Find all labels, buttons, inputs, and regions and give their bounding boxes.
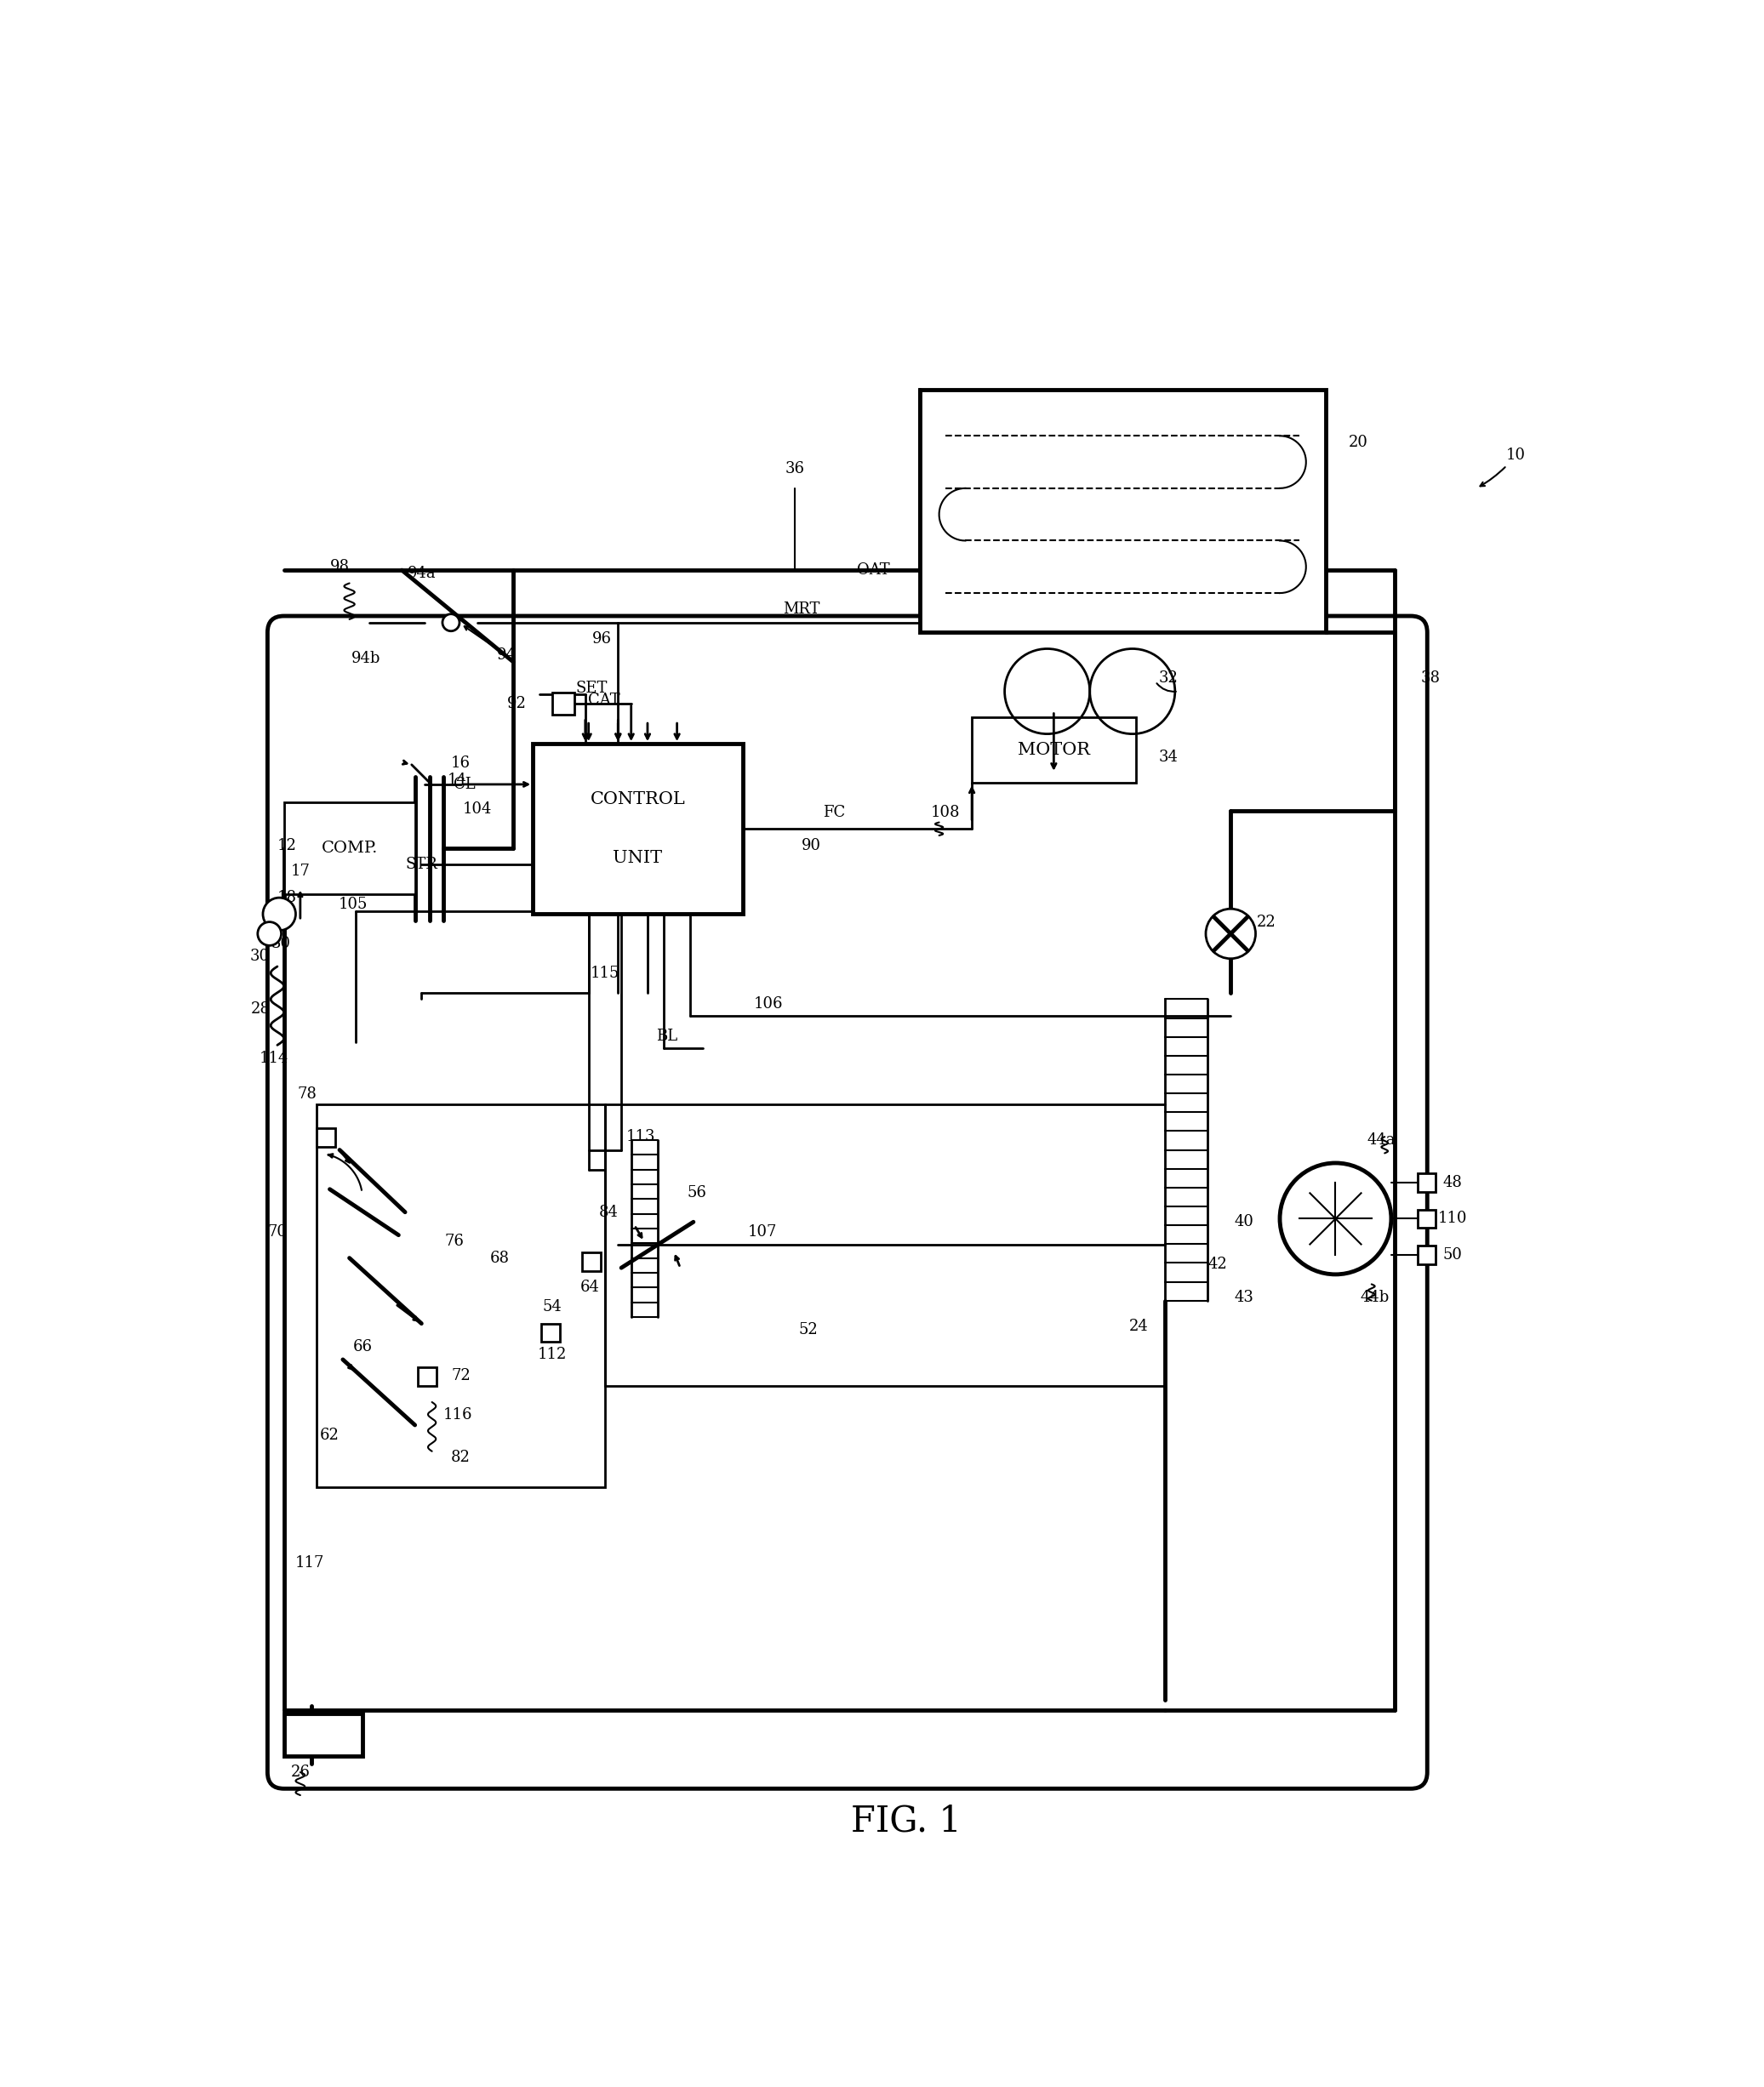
Text: 54: 54: [543, 1300, 563, 1315]
Text: 22: 22: [1258, 914, 1277, 929]
Text: CL: CL: [453, 776, 475, 791]
Circle shape: [1207, 908, 1256, 958]
Bar: [552, 693, 573, 714]
Text: 30: 30: [272, 935, 291, 952]
Text: 115: 115: [591, 966, 619, 981]
Text: 44b: 44b: [1360, 1290, 1390, 1304]
Text: 32: 32: [1159, 670, 1178, 687]
Text: 84: 84: [598, 1204, 617, 1219]
Text: FC: FC: [824, 806, 845, 820]
Text: 98: 98: [330, 559, 349, 574]
Text: 30: 30: [250, 950, 270, 964]
Bar: [1418, 1173, 1436, 1192]
Text: 24: 24: [1129, 1319, 1148, 1334]
Text: 116: 116: [443, 1407, 473, 1423]
Text: SET: SET: [575, 680, 609, 695]
Text: 34: 34: [1159, 749, 1178, 764]
Bar: [582, 1252, 600, 1271]
Text: 78: 78: [296, 1087, 316, 1102]
Text: 68: 68: [490, 1250, 510, 1265]
Text: 38: 38: [1420, 670, 1441, 687]
Text: 70: 70: [268, 1225, 288, 1240]
Bar: [318, 1104, 605, 1488]
Text: 113: 113: [626, 1129, 656, 1144]
Text: CAT: CAT: [587, 693, 619, 707]
Text: 96: 96: [593, 630, 612, 647]
Text: STR: STR: [406, 856, 437, 872]
Bar: [418, 1367, 436, 1386]
Text: 20: 20: [1349, 434, 1369, 451]
Text: 92: 92: [506, 695, 526, 712]
Text: 82: 82: [452, 1450, 471, 1465]
Circle shape: [263, 897, 296, 931]
Bar: [542, 1323, 559, 1342]
Text: 44: 44: [1332, 1185, 1351, 1200]
Bar: [1418, 1246, 1436, 1265]
Bar: [318, 1129, 335, 1146]
Circle shape: [1281, 1162, 1392, 1275]
Text: 17: 17: [291, 864, 310, 879]
Bar: [972, 718, 1136, 783]
Bar: [284, 1713, 363, 1755]
Text: 36: 36: [785, 461, 804, 476]
Text: 110: 110: [1438, 1210, 1468, 1227]
Text: 18: 18: [277, 889, 296, 906]
Text: 105: 105: [339, 897, 367, 912]
Text: 44a: 44a: [1367, 1133, 1395, 1148]
Text: 16: 16: [452, 755, 471, 770]
Text: 106: 106: [753, 995, 783, 1012]
Text: 117: 117: [295, 1555, 325, 1569]
Text: 108: 108: [931, 806, 960, 820]
Circle shape: [443, 614, 459, 630]
Text: 43: 43: [1235, 1290, 1254, 1304]
Text: UNIT: UNIT: [612, 849, 663, 866]
Text: 107: 107: [748, 1225, 776, 1240]
Text: 42: 42: [1208, 1256, 1228, 1273]
Circle shape: [258, 922, 280, 945]
Text: 62: 62: [319, 1428, 339, 1442]
Text: 40: 40: [1235, 1215, 1254, 1229]
FancyBboxPatch shape: [268, 616, 1427, 1789]
Text: 14: 14: [448, 772, 467, 787]
Text: 94b: 94b: [351, 651, 381, 666]
Text: 94a: 94a: [407, 566, 436, 580]
Text: 56: 56: [686, 1185, 706, 1200]
Text: 10: 10: [1480, 449, 1526, 486]
Text: 104: 104: [462, 801, 492, 816]
Text: MRT: MRT: [783, 601, 820, 618]
Bar: [1418, 1210, 1436, 1227]
Text: 112: 112: [538, 1346, 568, 1363]
Bar: [533, 743, 743, 914]
Text: 12: 12: [277, 837, 296, 854]
Text: CONTROL: CONTROL: [591, 791, 684, 808]
Text: 94: 94: [497, 647, 517, 664]
Bar: [919, 390, 1327, 632]
Text: 66: 66: [353, 1338, 372, 1354]
Text: COMP.: COMP.: [321, 841, 377, 856]
Text: 50: 50: [1443, 1248, 1462, 1263]
Text: FIG. 1: FIG. 1: [852, 1803, 961, 1839]
Bar: [284, 803, 415, 895]
Text: OAT: OAT: [857, 563, 891, 578]
Text: BL: BL: [656, 1029, 677, 1044]
Text: 76: 76: [445, 1233, 464, 1250]
Text: 90: 90: [801, 837, 820, 854]
Text: 64: 64: [580, 1279, 600, 1296]
Text: 72: 72: [452, 1369, 471, 1384]
Text: 28: 28: [250, 1002, 270, 1016]
Text: 26: 26: [291, 1766, 310, 1780]
Text: 114: 114: [259, 1050, 289, 1066]
Text: 48: 48: [1443, 1175, 1462, 1190]
Text: 52: 52: [799, 1323, 818, 1338]
Text: MOTOR: MOTOR: [1018, 743, 1090, 758]
